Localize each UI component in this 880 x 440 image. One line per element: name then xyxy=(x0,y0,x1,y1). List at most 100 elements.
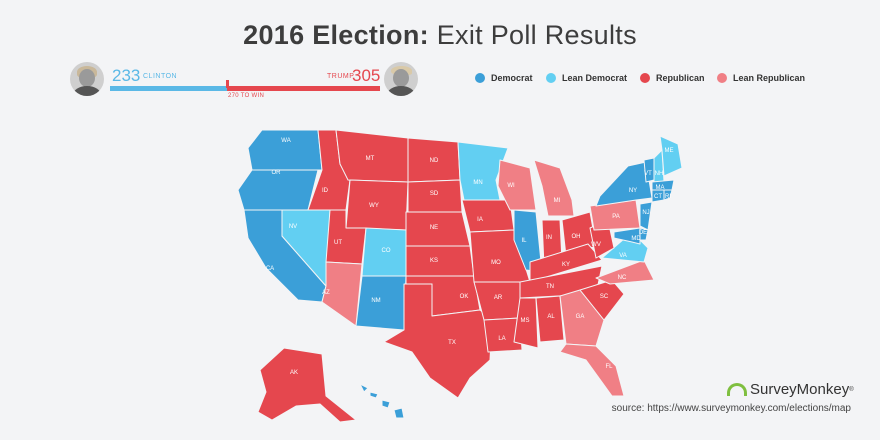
legend-label-republican: Republican xyxy=(656,73,705,83)
state-label-ny: NY xyxy=(629,188,637,194)
legend-dot-lean-republican xyxy=(717,73,727,83)
to-win-label: 270 TO WIN xyxy=(228,93,265,99)
legend-dot-lean-democrat xyxy=(546,73,556,83)
state-label-nc: NC xyxy=(618,275,627,281)
state-label-md: MD xyxy=(631,236,641,242)
state-label-mo: MO xyxy=(491,260,501,266)
state-vt xyxy=(643,157,655,183)
state-label-nm: NM xyxy=(371,298,380,304)
state-label-ok: OK xyxy=(460,294,469,300)
state-label-pa: PA xyxy=(612,214,620,220)
to-win-marker xyxy=(226,80,229,88)
state-label-ky: KY xyxy=(562,262,570,268)
legend-dot-democrat xyxy=(475,73,485,83)
legend-dot-republican xyxy=(640,73,650,83)
state-ms xyxy=(513,297,539,349)
state-label-nd: ND xyxy=(430,158,439,164)
state-label-nv: NV xyxy=(289,224,297,230)
state-wa xyxy=(247,129,323,171)
state-or xyxy=(237,169,319,211)
state-label-mn: MN xyxy=(473,180,482,186)
legend-label-lean-republican: Lean Republican xyxy=(733,73,806,83)
state-label-ct: CT xyxy=(654,194,662,200)
legend-democrat: Democrat xyxy=(475,73,533,83)
state-label-az: AZ xyxy=(322,290,330,296)
state-ia xyxy=(461,199,515,233)
state-label-ga: GA xyxy=(576,314,585,320)
state-label-ut: UT xyxy=(334,240,342,246)
state-ny xyxy=(595,161,653,207)
state-md xyxy=(613,227,641,245)
state-label-ms: MS xyxy=(521,318,530,324)
title-rest: Exit Poll Results xyxy=(428,20,637,50)
state-wi xyxy=(497,159,537,211)
state-label-co: CO xyxy=(382,248,391,254)
state-ak xyxy=(257,347,357,423)
state-label-mi: MI xyxy=(554,198,561,204)
state-label-ak: AK xyxy=(290,370,298,376)
state-nm xyxy=(355,275,407,331)
state-label-la: LA xyxy=(498,336,505,342)
brand-name: SurveyMonkey xyxy=(750,381,850,398)
state-me xyxy=(659,135,683,177)
state-label-wa: WA xyxy=(281,138,290,144)
brand-mark: ® xyxy=(849,386,854,393)
state-label-al: AL xyxy=(547,314,555,320)
legend-republican: Republican xyxy=(640,73,705,83)
page-title: 2016 Election: Exit Poll Results xyxy=(0,20,880,51)
trump-votes: 305 xyxy=(352,66,381,85)
clinton-label: CLINTON xyxy=(143,73,178,80)
state-label-il: IL xyxy=(521,238,527,244)
source-note: source: https://www.surveymonkey.com/ele… xyxy=(611,403,851,414)
clinton-electoral-bar xyxy=(110,86,227,91)
state-label-in: IN xyxy=(546,235,552,241)
legend-label-lean-democrat: Lean Democrat xyxy=(562,73,628,83)
state-label-vt: VT xyxy=(644,171,652,177)
state-fl xyxy=(559,343,625,397)
state-ks xyxy=(405,245,475,277)
state-label-ca: CA xyxy=(266,266,274,272)
state-ky xyxy=(529,243,603,283)
state-la xyxy=(483,317,523,353)
state-label-fl: FL xyxy=(605,364,613,370)
state-label-de: DE xyxy=(639,230,647,236)
clinton-votes: 233 xyxy=(112,66,141,85)
legend-label-democrat: Democrat xyxy=(491,73,533,83)
state-label-wy: WY xyxy=(369,203,379,209)
state-label-ar: AR xyxy=(494,295,503,301)
state-label-wi: WI xyxy=(507,183,515,189)
surveymonkey-logo: SurveyMonkey ® xyxy=(727,381,854,398)
state-label-me: ME xyxy=(665,148,674,154)
state-label-tx: TX xyxy=(448,340,456,346)
state-mi xyxy=(533,159,575,217)
legend-lean-republican: Lean Republican xyxy=(717,73,805,83)
trump-label: TRUMP xyxy=(327,73,355,80)
state-al xyxy=(535,295,565,343)
title-bold: 2016 Election: xyxy=(243,20,429,50)
trump-avatar xyxy=(384,62,418,96)
state-label-id: ID xyxy=(322,188,329,194)
state-label-or: OR xyxy=(272,170,282,176)
state-label-sc: SC xyxy=(600,294,609,300)
state-label-tn: TN xyxy=(546,284,554,290)
state-label-va: VA xyxy=(619,253,627,259)
state-label-mt: MT xyxy=(366,156,375,162)
trump-electoral-bar xyxy=(227,86,380,91)
state-label-ma: MA xyxy=(656,185,665,191)
state-label-nj: NJ xyxy=(642,210,649,216)
state-hi xyxy=(359,383,405,419)
state-label-ne: NE xyxy=(430,225,438,231)
state-ga xyxy=(559,289,605,347)
state-nj xyxy=(639,201,653,231)
state-az xyxy=(321,261,363,327)
state-label-ks: KS xyxy=(430,258,438,264)
state-label-ia: IA xyxy=(477,217,483,223)
monkey-logo-icon xyxy=(727,383,747,396)
state-label-oh: OH xyxy=(572,234,581,240)
clinton-avatar xyxy=(70,62,104,96)
state-sc xyxy=(579,279,625,321)
state-ri xyxy=(663,189,673,201)
state-label-sd: SD xyxy=(430,191,439,197)
state-label-nh: NH xyxy=(655,171,664,177)
